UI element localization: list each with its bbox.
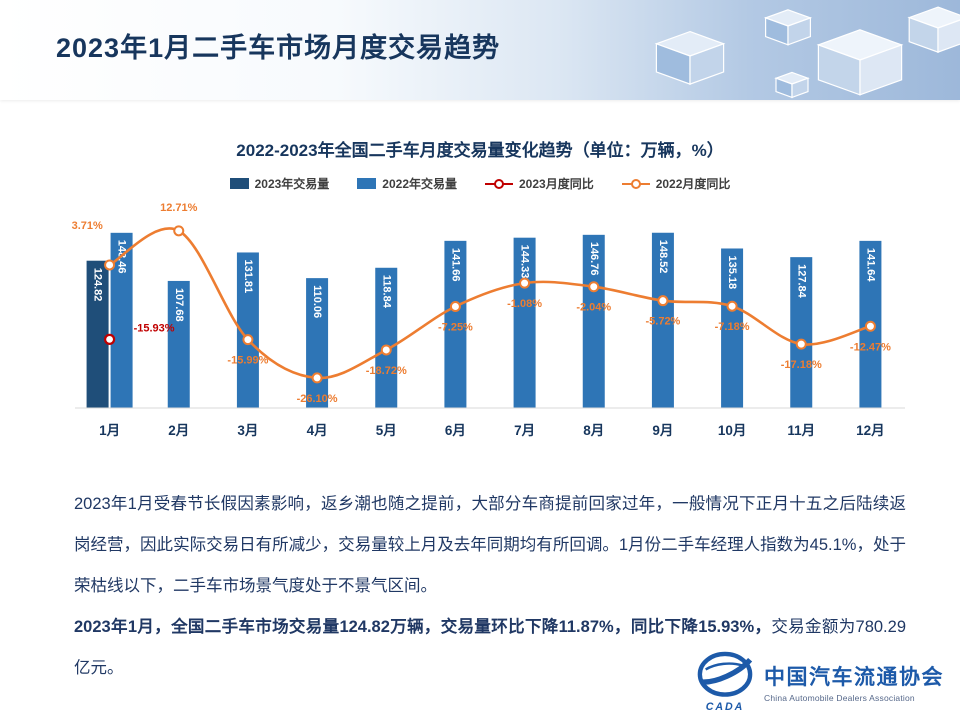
svg-text:-12.47%: -12.47% (850, 341, 891, 353)
svg-text:-7.25%: -7.25% (438, 321, 473, 333)
svg-text:3月: 3月 (237, 423, 258, 438)
legend-item-1: 2023年交易量 (229, 175, 330, 192)
svg-text:-15.99%: -15.99% (227, 355, 268, 367)
bar-series (86, 232, 882, 408)
legend-swatch-line (485, 178, 513, 189)
svg-text:-26.10%: -26.10% (297, 393, 338, 405)
analysis-paragraph: 2023年1月受春节长假因素影响，返乡潮也随之提前，大部分车商提前回家过年，一般… (74, 484, 906, 607)
cada-badge-text: CADA (706, 701, 744, 713)
svg-text:135.18: 135.18 (726, 255, 738, 289)
line-2022-markers (104, 225, 876, 384)
svg-text:12月: 12月 (856, 423, 885, 438)
svg-text:110.06: 110.06 (311, 285, 323, 318)
legend-item-3: 2023月度同比 (485, 175, 594, 192)
svg-text:4月: 4月 (307, 423, 328, 438)
svg-text:8月: 8月 (583, 423, 604, 438)
legend-swatch-bar (357, 178, 377, 189)
legend-label: 2023月度同比 (519, 177, 594, 191)
svg-text:11月: 11月 (787, 423, 815, 438)
svg-text:5月: 5月 (376, 423, 397, 438)
chart-title: 2022-2023年全国二手车月度交易量变化趋势（单位：万辆，%） (236, 141, 724, 160)
svg-text:6月: 6月 (445, 423, 466, 438)
legend-swatch-bar (229, 178, 249, 189)
legend-swatch-line (621, 178, 650, 189)
svg-text:118.84: 118.84 (380, 275, 392, 309)
cada-logo: CADA 中国汽车流通协会 China Automobile Dealers A… (696, 650, 944, 714)
x-axis-labels: 1月 2月 3月 4月 5月 6月 7月 8月 9月 10月 11月 12月 (99, 423, 885, 438)
analysis-text-block: 2023年1月受春节长假因素影响，返乡潮也随之提前，大部分车商提前回家过年，一般… (74, 484, 906, 689)
svg-text:2月: 2月 (168, 423, 189, 438)
svg-text:144.33: 144.33 (519, 245, 531, 279)
svg-text:12.71%: 12.71% (160, 202, 198, 214)
svg-text:127.84: 127.84 (795, 264, 807, 299)
svg-text:-5.72%: -5.72% (645, 316, 680, 328)
svg-text:9月: 9月 (652, 423, 673, 438)
svg-text:3.71%: 3.71% (72, 220, 103, 232)
svg-text:-18.72%: -18.72% (366, 365, 407, 377)
svg-text:141.66: 141.66 (449, 248, 461, 282)
svg-text:10月: 10月 (718, 423, 747, 438)
cada-name-cn: 中国汽车流通协会 (764, 666, 944, 689)
header-banner: 2023年1月二手车市场月度交易趋势 (0, 0, 960, 100)
svg-text:-7.18%: -7.18% (715, 321, 750, 333)
summary-regular-text: 交易金额为780.29亿元。 (74, 618, 906, 677)
svg-text:7月: 7月 (514, 423, 535, 438)
svg-text:146.76: 146.76 (588, 242, 600, 276)
legend-label: 2022年交易量 (382, 177, 457, 191)
line-2022-labels: 3.71% 12.71% -15.99% -26.10% -18.72% -7.25% -1… (72, 202, 892, 405)
svg-text:-2.04%: -2.04% (576, 302, 611, 314)
svg-text:131.81: 131.81 (242, 259, 254, 293)
legend-label: 2022月度同比 (655, 177, 731, 191)
line-2023-marker: -15.93% (103, 322, 175, 345)
page-title: 2023年1月二手车市场月度交易趋势 (56, 33, 501, 63)
legend-label: 2023年交易量 (254, 177, 330, 191)
legend-item-2: 2022年交易量 (357, 175, 457, 192)
svg-text:148.52: 148.52 (657, 240, 669, 274)
analysis-paragraph-text: 2023年1月受春节长假因素影响，返乡潮也随之提前，大部分车商提前回家过年，一般… (74, 495, 906, 595)
svg-text:141.64: 141.64 (864, 248, 876, 283)
svg-text:-17.18%: -17.18% (781, 359, 822, 371)
summary-paragraph: 2023年1月，全国二手车市场交易量124.82万辆，交易量环比下降11.87%… (74, 607, 906, 689)
cada-name-en: China Automobile Dealers Association (764, 693, 915, 703)
cada-logo-text: 中国汽车流通协会 China Automobile Dealers Associ… (764, 661, 944, 703)
svg-text:124.82: 124.82 (92, 268, 104, 302)
svg-text:-15.93%: -15.93% (134, 322, 175, 334)
svg-text:107.68: 107.68 (173, 288, 185, 322)
chart-legend: 2023年交易量 2022年交易量 2023月度同比 2022月度同比 (0, 175, 960, 192)
line-2022-yoy (108, 227, 871, 380)
cada-logo-icon: CADA (697, 651, 753, 713)
svg-text:1月: 1月 (99, 423, 120, 438)
summary-bold-text: 2023年1月，全国二手车市场交易量124.82万辆，交易量环比下降11.87%… (74, 618, 772, 636)
svg-text:-1.08%: -1.08% (507, 298, 542, 310)
legend-item-4: 2022月度同比 (621, 175, 731, 192)
header-cubes-decoration (654, 6, 960, 99)
